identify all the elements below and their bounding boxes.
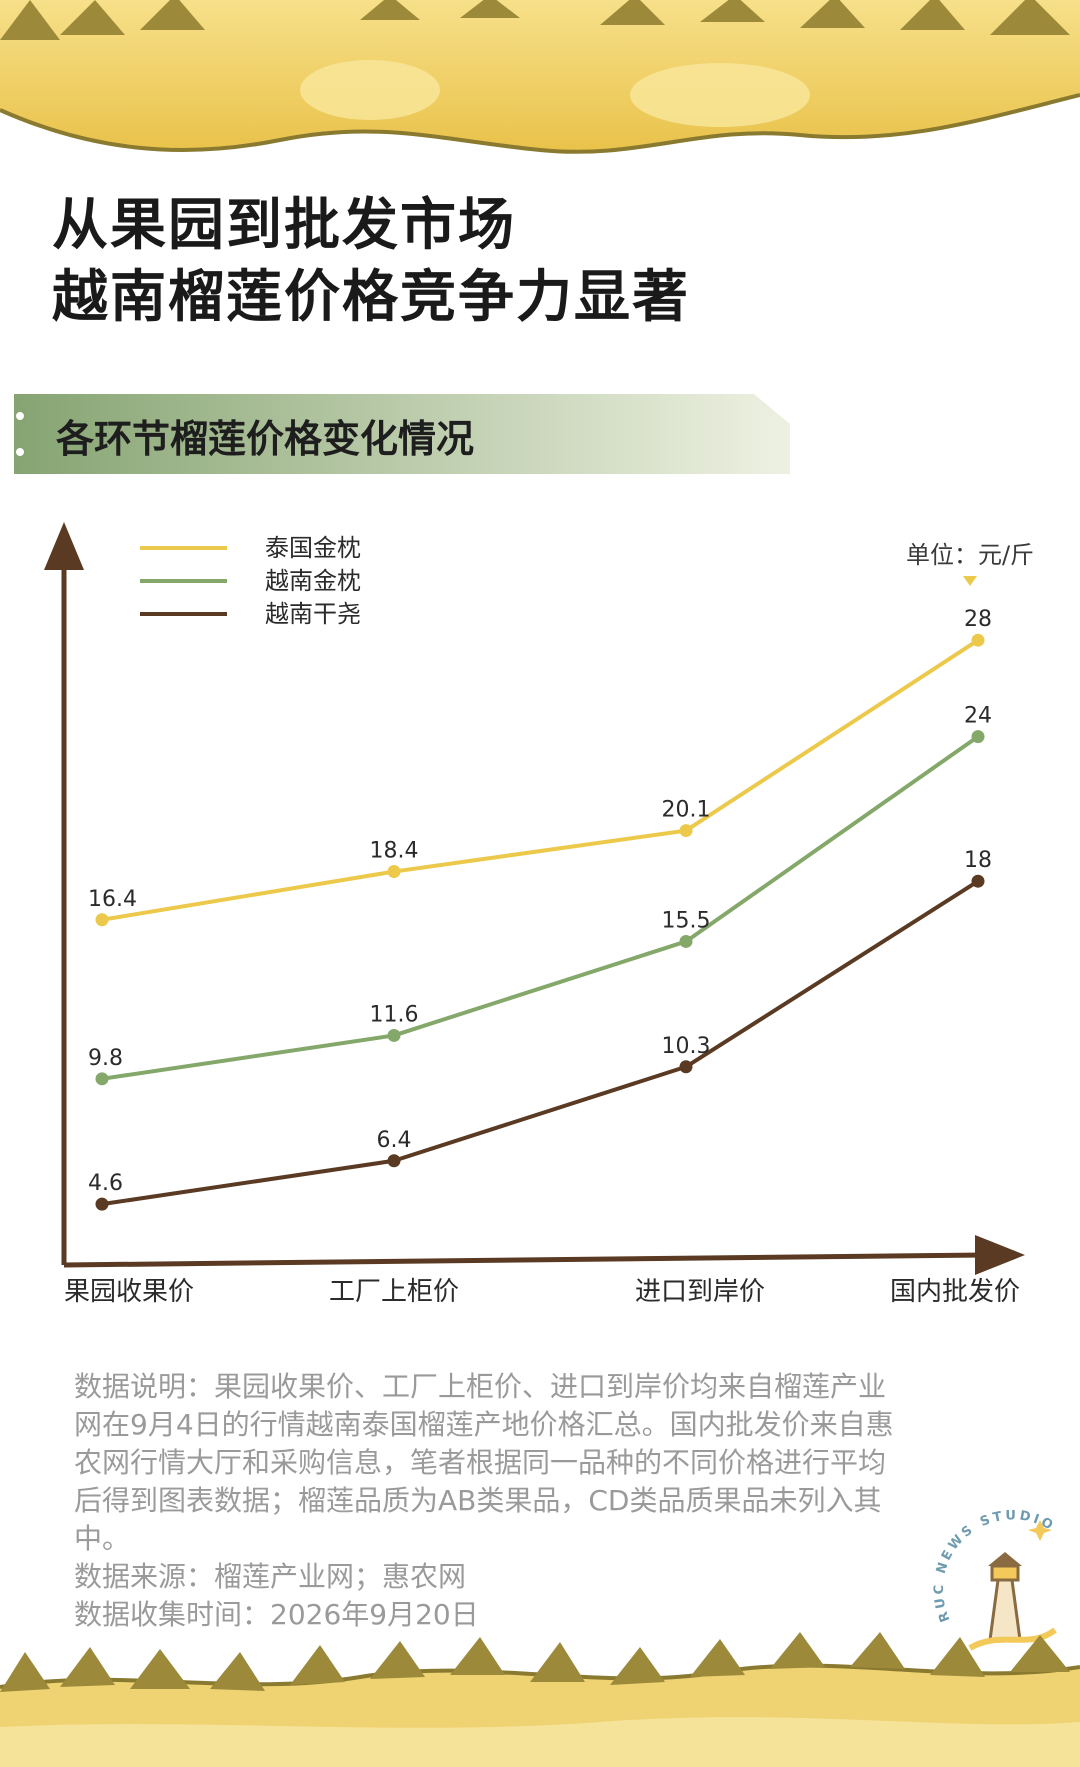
data-point [971,730,985,744]
legend-label: 越南干尧 [265,600,361,628]
x-tick-label: 进口到岸价 [635,1277,765,1307]
data-point [679,934,693,948]
notes-collected: 数据收集时间：2026年9月20日 [74,1598,479,1631]
data-label: 15.5 [662,908,711,933]
series-line [101,879,980,1207]
durian-bottom-decoration [0,1632,1080,1767]
data-label: 11.6 [370,1002,419,1027]
unit-label: 单位：元/斤 [906,541,1034,569]
data-point [95,913,109,927]
data-label: 20.1 [662,798,711,823]
x-tick-label: 工厂上柜价 [329,1277,459,1307]
data-label: 18.4 [370,839,419,864]
data-label: 9.8 [88,1046,123,1071]
data-label: 16.4 [88,887,137,912]
durian-top-decoration [0,0,1080,154]
banner-background [14,394,790,474]
notes-source: 数据来源：榴莲产业网；惠农网 [74,1560,467,1593]
x-tick-label: 果园收果价 [64,1277,194,1307]
x-tick-label: 国内批发价 [890,1277,1020,1307]
x-axis-labels: 果园收果价 工厂上柜价 进口到岸价 国内批发价 [64,1277,1020,1307]
data-label: 6.4 [377,1128,412,1153]
data-label: 18 [964,848,992,873]
data-point [679,824,693,838]
data-notes: 数据说明：果园收果价、工厂上柜价、进口到岸价均来自榴莲产业网在9月4日的行情越南… [74,1368,894,1634]
data-point [971,633,985,647]
section-header: 各环节榴莲价格变化情况 [56,417,475,461]
x-axis-arrow-icon [975,1235,1025,1275]
section-banner: 各环节榴莲价格变化情况 [14,394,790,474]
legend-label: 泰国金枕 [265,534,361,562]
title-line-1: 从果园到批发市场 [52,193,516,258]
legend-label: 越南金枕 [265,567,361,595]
data-label: 4.6 [88,1171,123,1196]
data-point [679,1060,693,1074]
data-point [387,1028,401,1042]
data-point [387,1154,401,1168]
x-axis [63,1252,986,1268]
data-label: 24 [964,704,992,729]
unit-pointer-icon [963,576,977,586]
data-label: 28 [964,607,992,632]
page-title: 从果园到批发市场 越南榴莲价格竞争力显著 [52,190,690,334]
chart-axes [44,522,1025,1275]
title-line-2: 越南榴莲价格竞争力显著 [52,265,690,330]
series-line [101,734,980,1081]
data-point [95,1197,109,1211]
series-line [101,638,980,922]
data-point [95,1072,109,1086]
data-point [387,865,401,879]
ruc-news-studio-stamp-icon: RUC NEWS STUDIO [932,1508,1057,1651]
data-point [971,874,985,888]
notes-description: 数据说明：果园收果价、工厂上柜价、进口到岸价均来自榴莲产业网在9月4日的行情越南… [74,1370,894,1555]
data-label: 10.3 [662,1034,711,1059]
y-axis-arrow-icon [44,522,84,570]
